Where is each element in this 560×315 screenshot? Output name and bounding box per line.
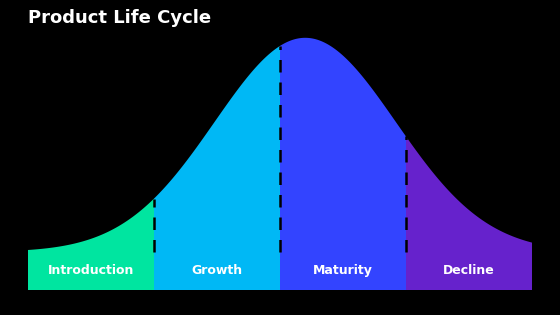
Text: Introduction: Introduction xyxy=(48,264,134,278)
Bar xyxy=(280,252,406,290)
Bar xyxy=(154,252,280,290)
Bar xyxy=(406,252,532,290)
Text: Decline: Decline xyxy=(443,264,495,278)
Polygon shape xyxy=(280,38,406,252)
Text: Product Life Cycle: Product Life Cycle xyxy=(28,9,211,27)
Bar xyxy=(28,252,154,290)
Text: Growth: Growth xyxy=(192,264,242,278)
Text: Maturity: Maturity xyxy=(313,264,373,278)
Polygon shape xyxy=(406,137,532,252)
Polygon shape xyxy=(154,46,280,252)
Polygon shape xyxy=(28,199,154,252)
